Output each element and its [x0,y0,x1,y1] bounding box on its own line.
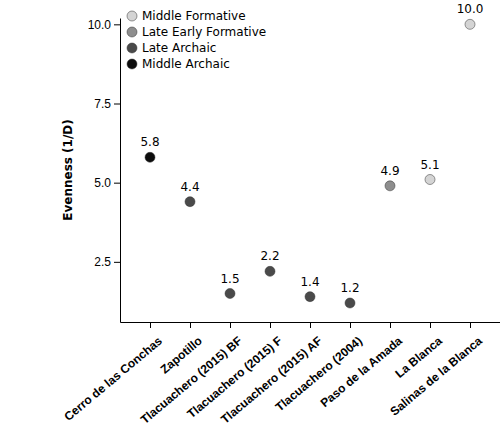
point [385,181,395,191]
legend-label: Late Archaic [142,41,216,55]
x-tick-mark [230,322,231,328]
x-tick-mark [350,322,351,328]
y-axis: 2.5 5.0 7.5 10.0 [88,18,121,323]
y-tick-mark [114,104,120,105]
x-tick-mark [390,322,391,328]
y-axis-line [120,19,121,323]
data-label: 2.2 [260,249,279,263]
data-label: 5.8 [140,135,159,149]
x-tick-mark [150,322,151,328]
point [265,266,275,276]
x-tick: Paso de la Amada [318,322,406,410]
x-tick-mark [430,322,431,328]
x-axis: Cerro de las ConchasZapotilloTlacuachero… [61,322,500,427]
y-tick-label: 10.0 [88,18,112,32]
legend-marker [127,43,137,53]
legend-item: Late Early Formative [127,25,266,39]
legend-label: Middle Formative [142,9,246,23]
y-tick: 2.5 [94,255,120,269]
plot: 2.5 5.0 7.5 10.0 Cerro de las ConchasZapotil… [61,2,500,426]
x-tick-label: Paso de la Amada [318,333,406,410]
legend-marker [127,11,137,21]
x-tick-label: Salinas de la Blanca [388,333,486,418]
legend-marker [127,27,137,37]
x-tick-mark [190,322,191,328]
x-tick-mark [470,322,471,328]
data-label: 4.9 [380,164,399,178]
x-tick-mark [270,322,271,328]
chart: 2.5 5.0 7.5 10.0 Cerro de las ConchasZapotil… [0,0,500,433]
point [225,289,235,299]
point [185,197,195,207]
data-label: 10.0 [457,2,484,16]
y-tick-mark [114,24,120,25]
data-labels: 5.1 10.0 4.9 4.4 1.5 2.2 1.4 1.2 5.8 [140,2,483,295]
y-tick-mark [114,262,120,263]
legend-item: Late Archaic [127,41,216,55]
point [305,292,315,302]
legend-item: Middle Archaic [127,57,230,71]
point [465,19,475,29]
point [145,152,155,162]
x-tick: Salinas de la Blanca [388,322,486,419]
data-label: 5.1 [420,158,439,172]
point [345,298,355,308]
y-tick-label: 7.5 [94,97,111,111]
y-tick: 7.5 [94,97,120,111]
data-label: 1.4 [300,275,319,289]
x-tick-mark [310,322,311,328]
y-axis-title: Evenness (1/D) [61,119,75,221]
y-tick-label: 5.0 [94,176,111,190]
legend-label: Middle Archaic [142,57,230,71]
data-label: 4.4 [180,180,199,194]
legend: Middle Formative Late Early Formative Late… [127,9,266,71]
legend-item: Middle Formative [127,9,246,23]
data-label: 1.2 [340,281,359,295]
data-label: 1.5 [220,272,239,286]
y-tick: 5.0 [94,176,120,190]
point [425,175,435,185]
y-tick: 10.0 [88,18,120,32]
legend-marker [127,59,137,69]
y-tick-label: 2.5 [94,255,111,269]
y-tick-mark [114,183,120,184]
legend-label: Late Early Formative [142,25,266,39]
